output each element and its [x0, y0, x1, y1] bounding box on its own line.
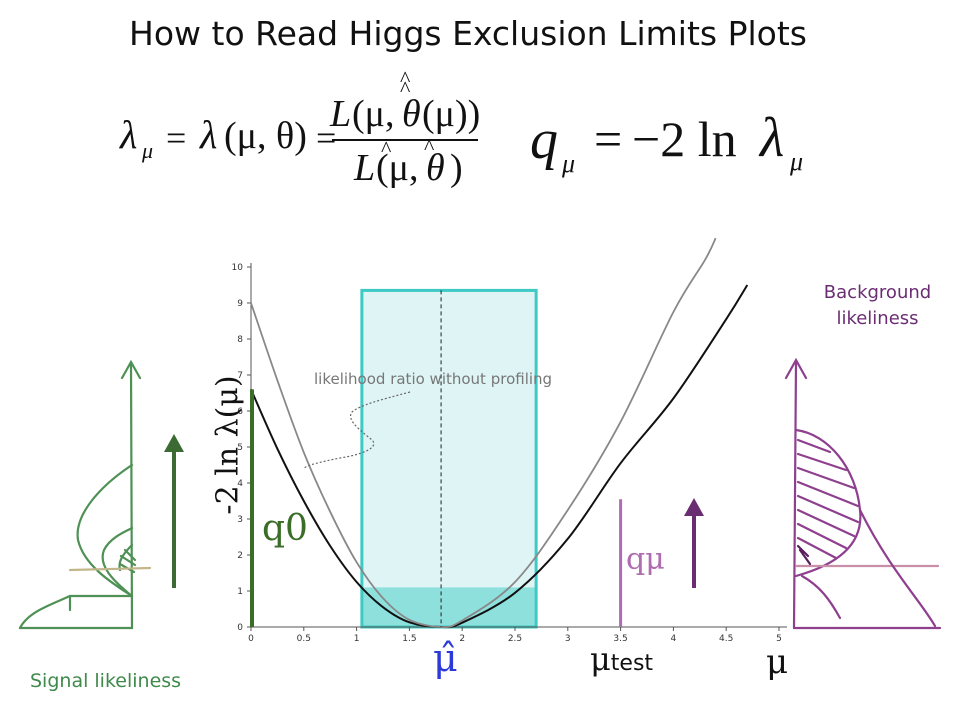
y-tick-label: 3 [237, 515, 243, 525]
y-tick-label: 7 [237, 371, 243, 381]
x-tick-label: 3.5 [613, 634, 627, 644]
annotation-text: likelihood ratio without profiling [314, 370, 553, 388]
svg-text:L: L [329, 93, 351, 135]
svg-text:(μ, θ): (μ, θ) [224, 115, 307, 157]
y-tick-label: 8 [237, 335, 243, 345]
signal-sketch [18, 359, 184, 630]
svg-text:L: L [353, 147, 375, 189]
svg-text:^: ^ [400, 76, 411, 101]
svg-text:−2 ln: −2 ln [632, 111, 737, 167]
curve-unprofiled [250, 237, 717, 628]
svg-text:^: ^ [381, 136, 392, 161]
interval-band [361, 290, 537, 627]
x-tick-label: 5 [776, 634, 782, 644]
svg-text:λ: λ [199, 112, 217, 157]
page-title: How to Read Higgs Exclusion Limits Plots [129, 14, 807, 53]
svg-text:^: ^ [400, 68, 411, 91]
background-likeliness-label: Background likeliness [800, 280, 955, 332]
y-tick-label: 2 [237, 551, 243, 561]
signal-likeliness-label: Signal likeliness [30, 670, 182, 692]
x-tick-label: 1.5 [402, 634, 416, 644]
svg-text:(μ,: (μ, [352, 93, 395, 135]
y-tick-label: 10 [232, 263, 244, 273]
svg-text:=: = [166, 118, 186, 158]
background-label-line1: Background [823, 282, 932, 303]
y-tick-label: 0 [237, 623, 243, 633]
svg-text:^: ^ [424, 134, 435, 159]
x-tick-label: 0 [248, 634, 254, 644]
svg-text:=: = [316, 118, 336, 158]
mutest-label: μtest [590, 640, 653, 678]
svg-text:λ: λ [119, 112, 137, 157]
y-tick-label: 5 [237, 443, 243, 453]
y-tick-label: 6 [237, 407, 243, 417]
y-tick-label: 4 [237, 479, 243, 489]
x-tick-label: 2.5 [508, 634, 522, 644]
svg-text:θ: θ [402, 93, 421, 135]
mutest-symbol: μ [590, 640, 611, 678]
mutest-subscript: test [610, 651, 654, 676]
muhat-label: μ̂ [433, 636, 458, 680]
x-tick-label: 4 [671, 634, 677, 644]
x-tick-label: 0.5 [297, 634, 311, 644]
background-label-line2: likeliness [836, 308, 919, 329]
mu-axis-label: μ [766, 642, 789, 682]
svg-text:μ: μ [561, 149, 575, 178]
svg-text:q: q [530, 109, 558, 171]
svg-text:=: = [594, 111, 622, 167]
y-tick-label: 1 [237, 587, 243, 597]
svg-text:μ: μ [141, 138, 153, 163]
svg-text:): ) [450, 147, 463, 189]
x-tick-label: 3 [565, 634, 571, 644]
y-axis-label: -2 ln λ(μ) [210, 375, 246, 515]
annotation-pointer [303, 391, 411, 469]
formula-lambda: λ μ = λ (μ, θ) = L (μ, θ ^ ^ (μ)) L (μ, … [119, 68, 803, 189]
x-tick-label: 1 [354, 634, 360, 644]
svg-text:θ: θ [426, 147, 445, 189]
q0-label: q0 [262, 508, 308, 549]
svg-text:λ: λ [758, 107, 784, 169]
svg-text:(μ,: (μ, [376, 147, 419, 189]
interval-band-bottom [361, 587, 537, 627]
svg-text:(μ)): (μ)) [422, 93, 480, 135]
x-tick-label: 2 [459, 634, 465, 644]
qmu-label: qμ [626, 542, 665, 577]
background-sketch [684, 357, 942, 630]
y-tick-label: 9 [237, 299, 243, 309]
svg-text:μ: μ [789, 147, 803, 176]
x-tick-label: 4.5 [719, 634, 733, 644]
